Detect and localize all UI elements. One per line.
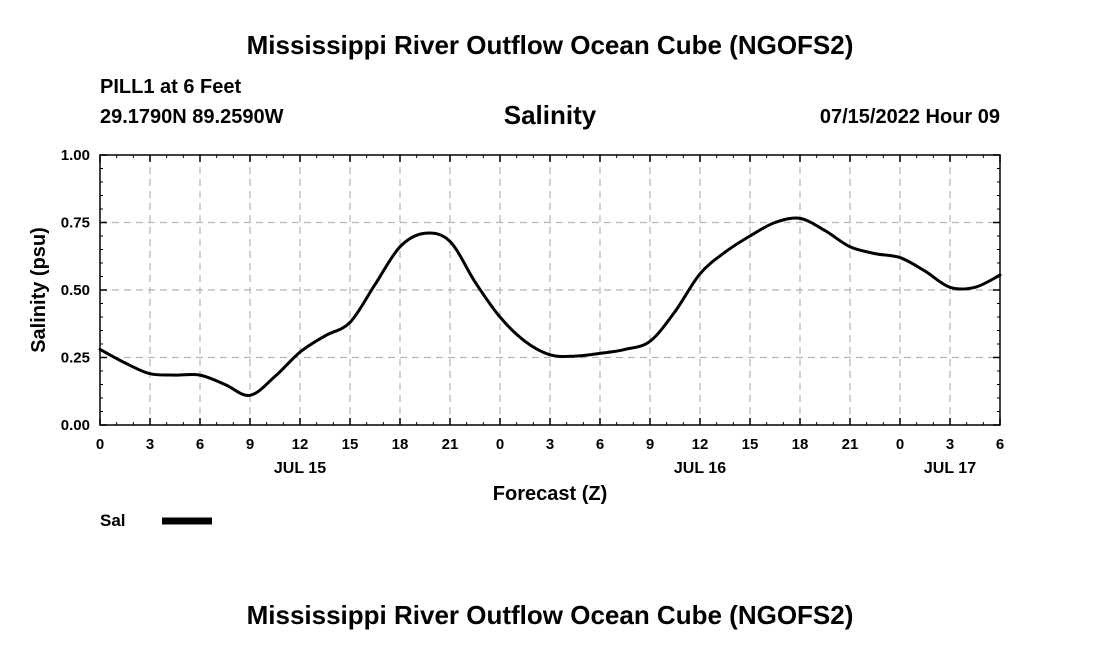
forecast-timestamp: 07/15/2022 Hour 09 (819, 106, 1000, 128)
y-tick-label: 1.00 (61, 147, 90, 164)
x-tick-label: 12 (292, 436, 309, 453)
legend-label: Sal (100, 511, 126, 530)
x-tick-label: 9 (246, 436, 254, 453)
station-coordinates: 29.1790N 89.2590W (100, 106, 284, 128)
x-tick-label: 0 (496, 436, 504, 453)
x-tick-label: 21 (842, 436, 859, 453)
footer-title: Mississippi River Outflow Ocean Cube (NG… (246, 600, 854, 630)
y-tick-label: 0.25 (61, 350, 90, 367)
x-tick-label: 3 (146, 436, 154, 453)
x-axis-title: Forecast (Z) (493, 483, 607, 505)
x-tick-label: 0 (896, 436, 904, 453)
series-line-sal (98, 216, 1002, 397)
page-title: Mississippi River Outflow Ocean Cube (NG… (246, 30, 854, 60)
y-tick-label: 0.75 (61, 215, 90, 232)
x-tick-label: 6 (996, 436, 1004, 453)
x-tick-label: 15 (742, 436, 759, 453)
y-tick-label: 0.00 (61, 417, 90, 434)
x-tick-label: 12 (692, 436, 709, 453)
date-label: JUL 16 (674, 460, 726, 477)
x-tick-label: 18 (392, 436, 409, 453)
y-tick-label: 0.50 (61, 282, 90, 299)
chart-title: Salinity (503, 100, 597, 130)
x-tick-label: 21 (442, 436, 459, 453)
x-tick-label: 9 (646, 436, 654, 453)
x-tick-label: 3 (546, 436, 554, 453)
x-tick-label: 18 (792, 436, 809, 453)
axis-ticks (99, 154, 1001, 426)
x-tick-label: 6 (196, 436, 204, 453)
x-tick-label: 0 (96, 436, 104, 453)
x-tick-label: 3 (946, 436, 954, 453)
axis-labels: 0 3 6 9 12 15 18 21 0 3 6 9 12 15 18 21 0 3 6 0.00 0.25 0.50 0… (61, 147, 1004, 477)
x-tick-label: 15 (342, 436, 359, 453)
date-label: JUL 15 (274, 460, 326, 477)
date-label: JUL 17 (924, 460, 976, 477)
grid-lines (100, 155, 1000, 425)
x-tick-label: 6 (596, 436, 604, 453)
station-name: PILL1 at 6 Feet (100, 76, 242, 98)
y-axis-title: Salinity (psu) (28, 227, 50, 353)
